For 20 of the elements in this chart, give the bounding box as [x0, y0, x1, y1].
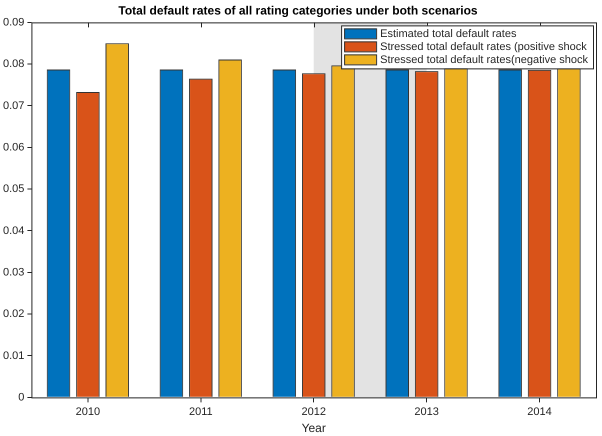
x-tick-label: 2012: [301, 406, 326, 418]
y-tick-label: 0.08: [2, 58, 24, 70]
x-axis-title: Year: [302, 421, 326, 436]
y-tick-label: 0: [18, 391, 24, 404]
y-tick-label: 0.05: [2, 183, 24, 196]
y-tick-label: 0.03: [2, 266, 24, 278]
y-tick-label: 0.09: [2, 16, 24, 28]
y-tick-label: 0.06: [2, 141, 24, 154]
legend-label: Stressed total default rates(negative shock: [380, 54, 588, 66]
x-tick-label: 2011: [188, 406, 213, 418]
y-tick-label: 0.01: [2, 350, 24, 362]
x-tick-label: 2013: [414, 406, 439, 418]
y-tick-label: 0.04: [2, 224, 24, 237]
y-tick-label: 0.02: [2, 308, 24, 320]
y-tick-label: 0.07: [2, 100, 24, 112]
legend-label: Stressed total default rates (positive shock: [380, 40, 588, 53]
x-tick-label: 2010: [76, 406, 100, 418]
legend-label: Estimated total default rates: [380, 28, 517, 40]
x-tick-label: 2014: [527, 406, 552, 418]
chart-title: Total default rates of all rating categories under both scenarios: [118, 4, 478, 18]
